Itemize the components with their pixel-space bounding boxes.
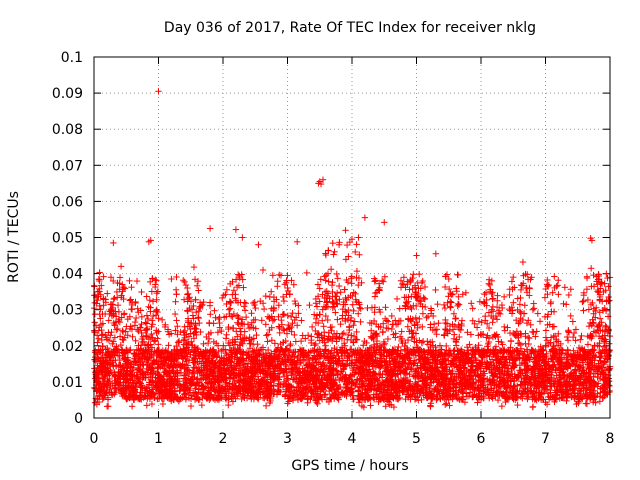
data-point: [361, 214, 369, 221]
data-point: [311, 341, 318, 349]
y-tick-label: 0.04: [52, 267, 83, 283]
x-tick-label: 7: [541, 431, 550, 447]
data-point: [269, 317, 277, 324]
chart-title: Day 036 of 2017, Rate Of TEC Index for r…: [164, 20, 536, 36]
data-point: [342, 227, 349, 234]
data-point: [602, 322, 609, 330]
data-point-layer: [90, 88, 614, 411]
y-tick-label: 0.06: [52, 194, 83, 210]
data-point: [232, 226, 240, 233]
data-point: [588, 237, 596, 244]
data-point: [475, 318, 483, 325]
data-point: [206, 225, 214, 232]
data-point: [516, 301, 524, 308]
data-point: [293, 374, 300, 382]
y-tick-label: 0: [74, 411, 83, 427]
data-point: [242, 313, 250, 321]
data-point: [423, 314, 430, 321]
y-tick-label: 0.08: [52, 122, 83, 138]
data-point: [246, 340, 253, 347]
data-point: [117, 341, 125, 349]
data-point: [316, 298, 323, 305]
data-point: [284, 272, 291, 279]
data-point: [519, 258, 527, 266]
data-point: [180, 296, 188, 303]
x-tick-label: 5: [412, 431, 421, 447]
data-point: [284, 284, 291, 292]
data-point: [117, 263, 125, 270]
data-point: [190, 263, 198, 271]
grid-layer: [94, 57, 610, 418]
x-tick-label: 1: [154, 431, 163, 447]
x-tick-label: 4: [348, 431, 357, 447]
data-point: [442, 326, 450, 334]
data-point: [299, 332, 306, 339]
y-tick-label: 0.01: [52, 375, 83, 391]
data-point: [525, 317, 532, 324]
data-point: [341, 342, 349, 350]
data-point: [168, 275, 175, 283]
x-tick-label: 6: [477, 431, 486, 447]
y-axis-label: ROTI / TECUs: [6, 191, 22, 283]
data-point: [435, 319, 442, 327]
data-point: [352, 248, 359, 256]
data-point: [565, 291, 573, 299]
data-point: [325, 247, 332, 254]
data-point: [165, 342, 172, 349]
data-point: [413, 252, 420, 259]
data-point: [155, 88, 162, 95]
data-point: [416, 315, 423, 323]
data-point: [110, 239, 117, 247]
data-point: [419, 310, 427, 317]
data-point: [259, 266, 267, 274]
y-tick-label: 0.02: [52, 339, 83, 355]
y-tick-label: 0.03: [52, 303, 83, 319]
data-point: [569, 318, 576, 325]
data-point: [126, 277, 133, 285]
y-tick-label: 0.09: [52, 86, 83, 102]
data-point: [147, 237, 154, 244]
data-point: [350, 332, 358, 340]
data-point: [561, 284, 569, 291]
data-point: [572, 337, 579, 344]
data-point: [255, 241, 262, 248]
data-point: [355, 234, 362, 241]
y-tick-label: 0.05: [52, 231, 83, 247]
data-point: [239, 234, 246, 241]
data-point: [448, 291, 455, 298]
x-tick-label: 8: [606, 431, 615, 447]
data-point: [489, 295, 497, 302]
data-point: [432, 250, 440, 257]
x-axis-label: GPS time / hours: [291, 458, 408, 474]
data-point: [551, 273, 558, 280]
data-point: [303, 269, 311, 277]
tick-layer: 0 1 2 3 4 5 6 7 8 0 0.01 0.02 0.03 0.04 0.05 0.06 0.07 0.…: [52, 50, 615, 447]
data-point: [416, 270, 423, 278]
x-tick-label: 2: [219, 431, 228, 447]
data-point: [329, 239, 336, 247]
data-point: [336, 296, 343, 303]
data-point: [113, 288, 121, 296]
x-tick-label: 3: [283, 431, 292, 447]
data-point: [381, 219, 388, 226]
x-tick-label: 0: [90, 431, 99, 447]
y-tick-label: 0.07: [52, 158, 83, 174]
data-point: [293, 238, 301, 246]
data-point: [315, 180, 322, 187]
y-tick-label: 0.1: [61, 50, 83, 66]
data-point: [445, 275, 452, 283]
data-point: [410, 271, 417, 278]
data-point: [319, 176, 327, 183]
